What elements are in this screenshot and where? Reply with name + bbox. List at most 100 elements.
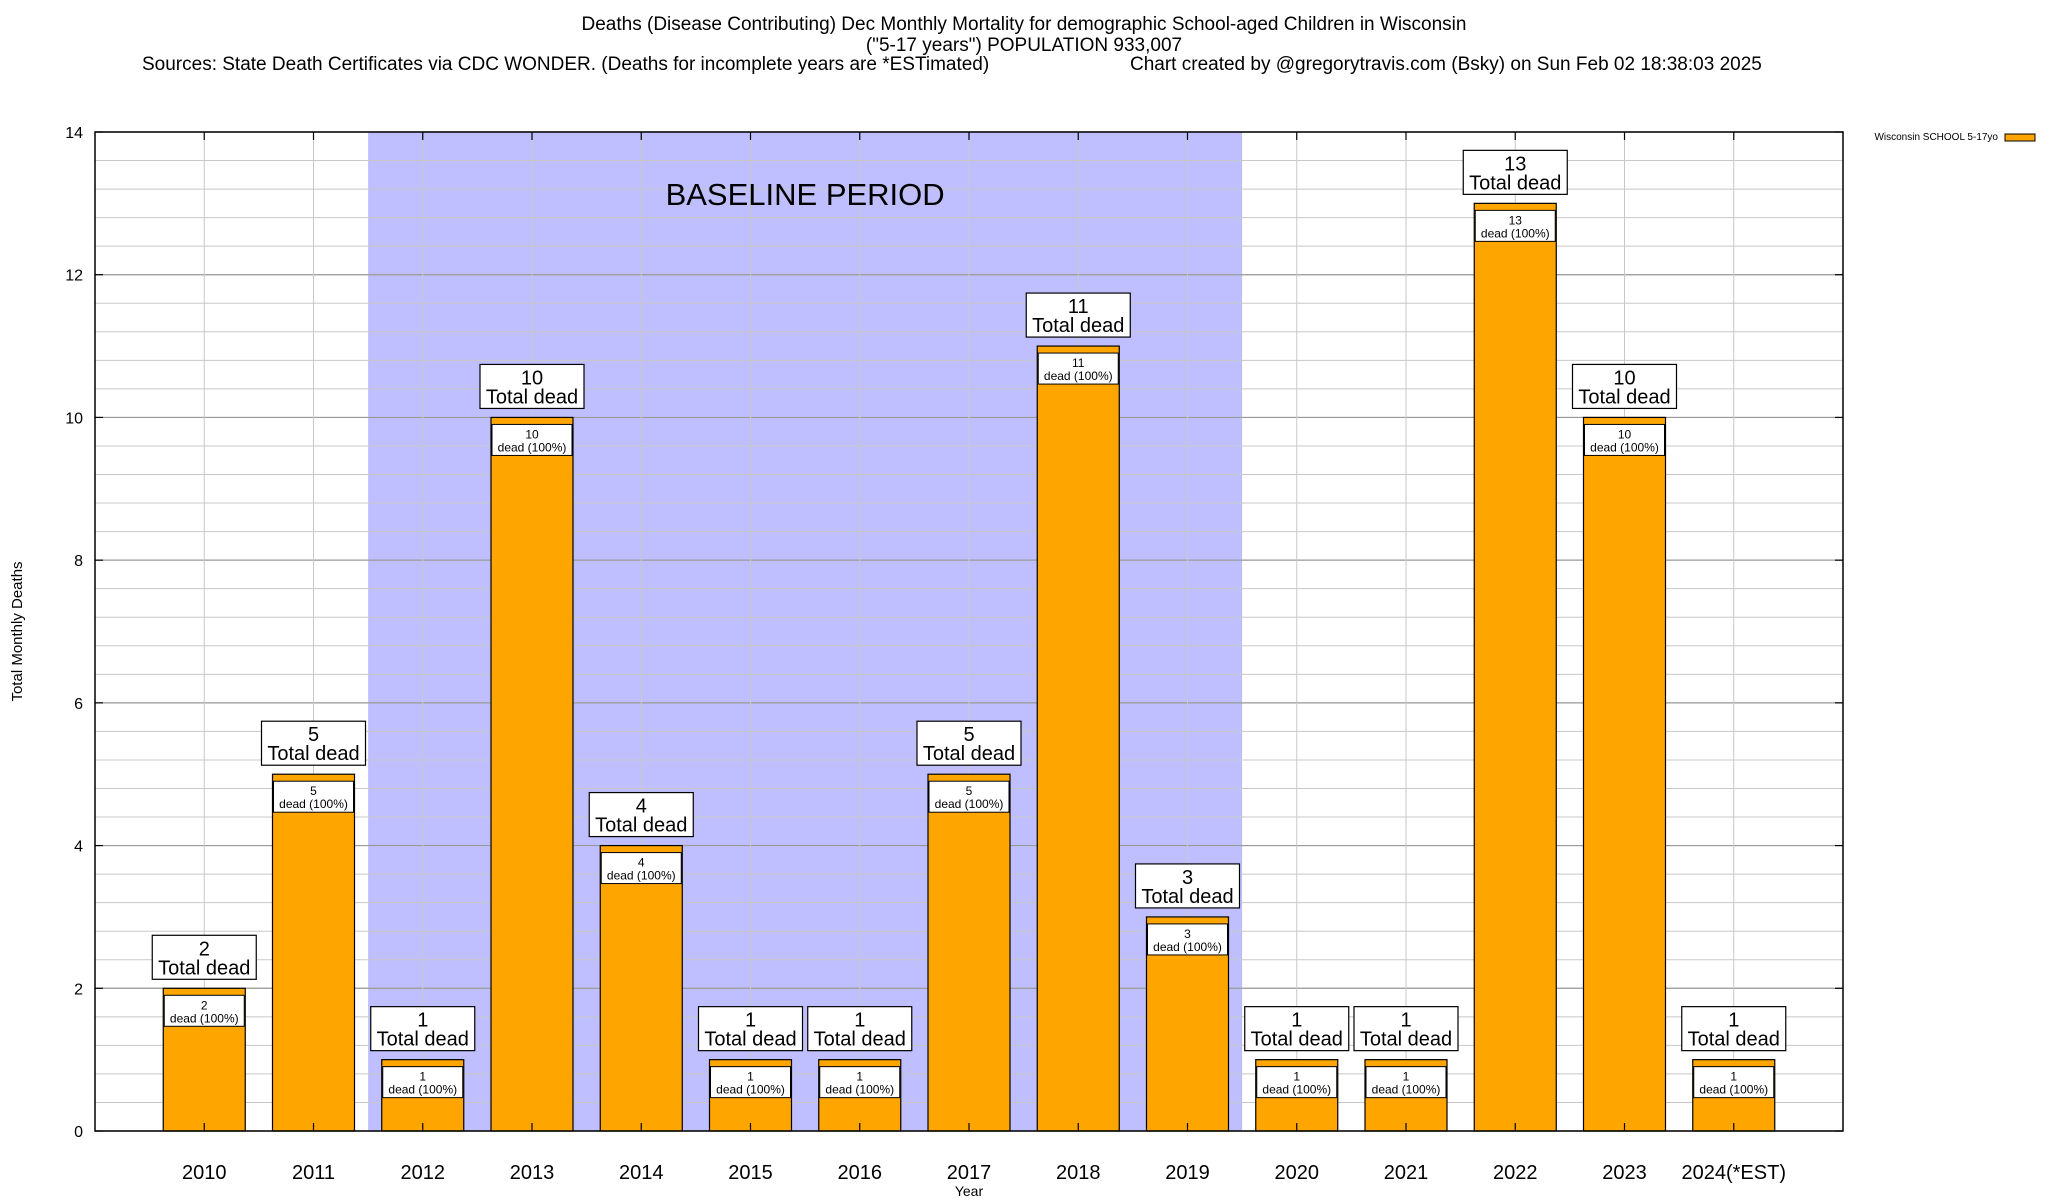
- total-label-box: [1571, 363, 1678, 410]
- bar: [1473, 202, 1557, 1132]
- total-label: Total dead: [267, 743, 359, 765]
- chart-title: Deaths (Disease Contributing) Dec Monthl…: [0, 14, 2048, 56]
- bar-group: [1692, 1059, 1776, 1132]
- x-tick-label: 2022: [1493, 1162, 1538, 1184]
- bar-inner-label-box: [928, 780, 1010, 813]
- bar-inner-label-box: [273, 780, 354, 813]
- bar-inner-value: 10: [1618, 427, 1632, 441]
- y-tick-label: 8: [74, 553, 83, 570]
- baseline-label: BASELINE PERIOD: [666, 177, 945, 212]
- y-tick-label: 10: [65, 410, 83, 427]
- total-value: 10: [521, 367, 543, 389]
- bar-group: [1036, 345, 1120, 1132]
- x-tick-label: 2018: [1056, 1162, 1101, 1184]
- bar-inner-value: 3: [1184, 927, 1191, 941]
- total-label-box: [916, 720, 1022, 766]
- total-label: Total dead: [158, 957, 250, 979]
- bar-inner-label: dead (100%): [716, 1083, 785, 1097]
- legend-label: Wisconsin SCHOOL 5-17yo: [1874, 132, 1998, 143]
- x-tick-label: 2021: [1384, 1162, 1429, 1184]
- plot-frame: [94, 131, 1844, 1132]
- bar-inner-label-box: [1037, 352, 1119, 385]
- bar-inner-label: dead (100%): [170, 1011, 239, 1025]
- bar-inner-label-box: [710, 1066, 791, 1099]
- x-tick-label: 2016: [838, 1162, 883, 1184]
- bar-inner-value: 1: [1293, 1070, 1300, 1084]
- chart-credit: Chart created by @gregorytravis.com (Bsk…: [1130, 54, 1762, 75]
- bar-group: [818, 1059, 902, 1132]
- bar-inner-label-box: [382, 1066, 464, 1099]
- legend-swatch: [2004, 133, 2036, 142]
- bar-inner-value: 1: [1403, 1070, 1410, 1084]
- bar-inner-label: dead (100%): [1044, 369, 1113, 383]
- total-value: 13: [1504, 153, 1526, 175]
- y-tick-label: 14: [65, 125, 83, 142]
- total-label-box: [807, 1006, 913, 1052]
- y-tick-label: 12: [65, 268, 83, 285]
- total-label-box: [479, 363, 585, 410]
- bar: [1036, 345, 1120, 1132]
- total-value: 5: [963, 724, 974, 746]
- total-label: Total dead: [595, 815, 687, 837]
- total-label-box: [1134, 863, 1241, 909]
- bar-inner-label-box: [1147, 923, 1228, 956]
- bar-inner-label: dead (100%): [1481, 226, 1550, 240]
- bar: [599, 844, 683, 1132]
- bar-inner-label-box: [491, 423, 573, 456]
- bar-group: [1145, 916, 1230, 1132]
- total-label: Total dead: [923, 743, 1015, 765]
- bar-inner-value: 4: [638, 856, 645, 870]
- x-tick-label: 2013: [510, 1162, 555, 1184]
- bar-inner-value: 10: [525, 427, 539, 441]
- total-label: Total dead: [1141, 886, 1233, 908]
- bar-inner-label-box: [163, 994, 245, 1027]
- bar-group: [271, 773, 356, 1132]
- total-label-box: [1681, 1006, 1787, 1052]
- total-label-box: [588, 791, 694, 838]
- bar-group: [490, 416, 574, 1132]
- bar-group: [1255, 1059, 1339, 1132]
- total-label: Total dead: [704, 1029, 796, 1051]
- total-label-box: [151, 934, 257, 980]
- bar-inner-value: 1: [419, 1070, 426, 1084]
- bar-inner-label: dead (100%): [498, 440, 567, 454]
- y-tick-label: 6: [74, 696, 83, 713]
- x-tick-label: 2012: [401, 1162, 446, 1184]
- y-tick-label: 4: [74, 839, 83, 856]
- total-value: 11: [1068, 296, 1089, 318]
- x-tick-label: 2024(*EST): [1682, 1162, 1787, 1184]
- total-label-box: [1462, 149, 1568, 195]
- bar-inner-label: dead (100%): [825, 1083, 894, 1097]
- bar: [271, 773, 356, 1132]
- total-label: Total dead: [1578, 386, 1670, 408]
- bar-inner-value: 11: [1072, 356, 1085, 370]
- total-value: 4: [636, 796, 647, 818]
- y-tick-label: 0: [74, 1124, 83, 1141]
- total-label-box: [697, 1006, 804, 1052]
- total-label: Total dead: [1360, 1029, 1452, 1051]
- x-tick-label: 2023: [1602, 1162, 1647, 1184]
- bar-group: [1582, 416, 1667, 1132]
- bar-inner-value: 2: [201, 998, 208, 1012]
- total-label: Total dead: [814, 1029, 906, 1051]
- bar-inner-label: dead (100%): [1153, 940, 1222, 954]
- total-label-box: [370, 1006, 476, 1052]
- total-label-box: [1244, 1006, 1350, 1052]
- total-label: Total dead: [1032, 315, 1124, 337]
- bar-group: [1364, 1059, 1448, 1132]
- total-value: 1: [745, 1010, 756, 1032]
- y-axis-label: Total Monthly Deaths: [9, 561, 26, 701]
- total-value: 1: [1728, 1010, 1739, 1032]
- bar-inner-value: 5: [310, 784, 317, 798]
- bar-inner-value: 1: [1730, 1070, 1737, 1084]
- x-tick-label: 2019: [1165, 1162, 1210, 1184]
- bar-inner-label: dead (100%): [935, 797, 1004, 811]
- bar-inner-label-box: [1474, 209, 1556, 242]
- total-label: Total dead: [1469, 172, 1561, 194]
- total-label: Total dead: [377, 1029, 469, 1051]
- bar-inner-value: 13: [1509, 213, 1523, 227]
- bar-group: [1473, 202, 1557, 1132]
- x-axis-label: Year: [955, 1183, 984, 1199]
- chart-title-line1: Deaths (Disease Contributing) Dec Monthl…: [581, 14, 1467, 35]
